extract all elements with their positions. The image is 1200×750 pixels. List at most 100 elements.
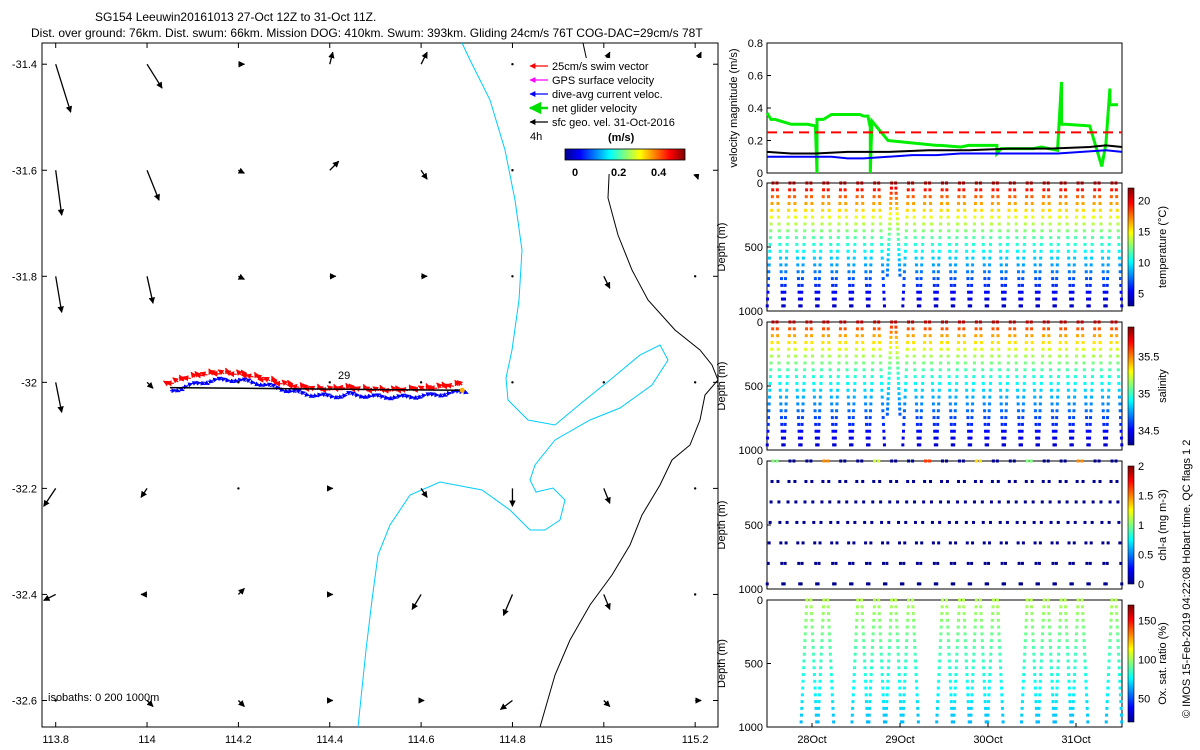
profile-point bbox=[826, 188, 830, 192]
profile-point bbox=[956, 479, 960, 483]
profile-point bbox=[878, 625, 882, 629]
profile-point bbox=[868, 706, 872, 710]
profile-point bbox=[947, 375, 951, 379]
profile-point bbox=[938, 645, 942, 649]
profile-point bbox=[1006, 500, 1010, 504]
profile-point bbox=[902, 409, 906, 413]
profile-point bbox=[783, 290, 787, 294]
profile-point bbox=[983, 422, 987, 426]
sfc-geo-vector bbox=[146, 381, 154, 389]
profile-point bbox=[877, 181, 881, 185]
profile-point bbox=[827, 347, 831, 351]
profile-point bbox=[1064, 347, 1068, 351]
profile-point bbox=[882, 443, 886, 447]
dac-vector bbox=[399, 393, 407, 399]
profile-point bbox=[1007, 354, 1011, 358]
profile-point bbox=[820, 645, 824, 649]
profile-point bbox=[937, 263, 941, 267]
profile-point bbox=[1116, 368, 1120, 372]
profile-point bbox=[962, 334, 966, 338]
profile-point bbox=[800, 283, 804, 287]
profile-point bbox=[867, 436, 871, 440]
profile-point bbox=[982, 256, 986, 260]
profile-point bbox=[847, 402, 851, 406]
profile-point bbox=[814, 290, 818, 294]
profile-point bbox=[783, 416, 787, 420]
profile-point bbox=[980, 632, 984, 636]
profile-point bbox=[768, 242, 772, 246]
profile-point bbox=[867, 297, 871, 301]
profile-point bbox=[1000, 686, 1004, 690]
profile-point bbox=[904, 375, 908, 379]
profile-point bbox=[1097, 327, 1101, 331]
dac-vector bbox=[386, 395, 394, 401]
profile-point bbox=[906, 327, 910, 331]
profile-point bbox=[817, 290, 821, 294]
profile-point bbox=[982, 673, 986, 677]
profile-point bbox=[936, 686, 940, 690]
profile-point bbox=[1081, 208, 1085, 212]
profile-point bbox=[915, 561, 919, 565]
profile-point bbox=[1107, 249, 1111, 253]
profile-point bbox=[851, 277, 855, 281]
profile-point bbox=[775, 188, 779, 192]
profile-point bbox=[905, 625, 909, 629]
profile-point bbox=[931, 402, 935, 406]
profile-point bbox=[1042, 327, 1046, 331]
profile-point bbox=[832, 720, 836, 724]
profile-point bbox=[999, 395, 1003, 399]
profile-point bbox=[1041, 618, 1045, 622]
profile-point bbox=[1033, 541, 1037, 545]
profile-points bbox=[765, 459, 1124, 586]
sfc-geo-vector bbox=[55, 276, 64, 313]
profile-point bbox=[873, 598, 877, 602]
profile-point bbox=[887, 242, 891, 246]
profile-point bbox=[1059, 459, 1063, 463]
profile-point bbox=[911, 598, 915, 602]
profile-point bbox=[1068, 416, 1072, 420]
profile-point bbox=[948, 395, 952, 399]
profile-point bbox=[1033, 409, 1037, 413]
profile-point bbox=[928, 459, 932, 463]
profile-point bbox=[779, 395, 783, 399]
profile-point bbox=[1064, 195, 1068, 199]
profile-point bbox=[797, 429, 801, 433]
profile-point bbox=[887, 381, 891, 385]
map-panel: 113.8 114 114.2 114.4 114.6 114.8 115 115.2-31.… bbox=[12, 42, 719, 746]
profile-point bbox=[963, 625, 967, 629]
profile-point bbox=[779, 263, 783, 267]
profile-point bbox=[852, 679, 856, 683]
profile-point bbox=[895, 479, 899, 483]
profile-point bbox=[809, 605, 813, 609]
profile-point bbox=[870, 520, 874, 524]
profile-point bbox=[1003, 290, 1007, 294]
profile-point bbox=[947, 242, 951, 246]
profile-point bbox=[957, 612, 961, 616]
map-xtick-label: 115.2 bbox=[682, 734, 709, 746]
profile-point bbox=[948, 666, 952, 670]
profile-point bbox=[1025, 598, 1029, 602]
profile-point bbox=[865, 436, 869, 440]
profile-point bbox=[948, 402, 952, 406]
profile-point bbox=[860, 334, 864, 338]
profile-point bbox=[1016, 263, 1020, 267]
profile-point bbox=[1056, 395, 1060, 399]
profile-point bbox=[988, 402, 992, 406]
profile-point bbox=[1101, 270, 1105, 274]
profile-point bbox=[794, 229, 798, 233]
profile-point bbox=[913, 500, 917, 504]
profile-point bbox=[947, 229, 951, 233]
profile-point bbox=[784, 541, 788, 545]
profile-point bbox=[903, 263, 907, 267]
profile-point bbox=[889, 325, 893, 329]
profile-point bbox=[776, 208, 780, 212]
profile-point bbox=[881, 270, 885, 274]
profile-point bbox=[1021, 263, 1025, 267]
profile-point bbox=[1059, 320, 1063, 324]
profile-point bbox=[1055, 402, 1059, 406]
profile-point bbox=[810, 340, 814, 344]
profile-point bbox=[984, 436, 988, 440]
profile-point bbox=[1114, 605, 1118, 609]
profile-point bbox=[1117, 659, 1121, 663]
profile-point bbox=[822, 605, 826, 609]
